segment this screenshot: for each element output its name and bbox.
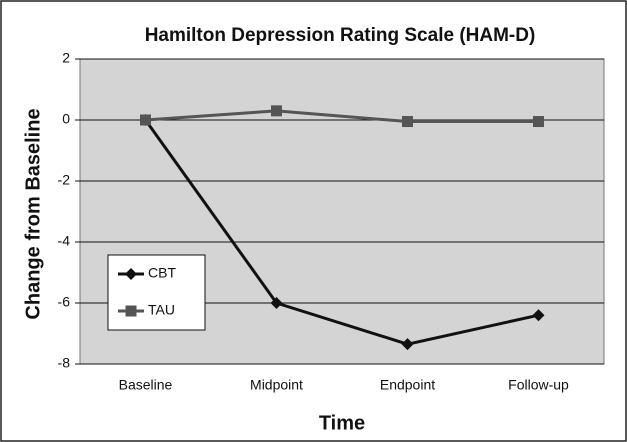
marker [125,268,137,280]
y-axis-title: Change from Baseline [22,108,44,319]
marker [402,116,413,128]
x-tick-label: Follow-up [508,377,569,393]
x-tick-label: Endpoint [380,377,435,393]
y-tick-label: -6 [58,294,71,310]
chart-title: Hamilton Depression Rating Scale (HAM-D) [145,25,536,46]
marker [270,297,283,309]
marker [401,338,414,351]
marker [533,116,544,128]
x-tick-label: Midpoint [250,377,303,393]
y-tick-label: -2 [58,172,71,188]
series-line [145,109,539,124]
series-line [144,119,539,346]
marker [140,114,151,126]
legend-box [107,254,206,331]
y-tick-label: 2 [62,50,70,66]
legend-label: TAU [148,302,175,318]
marker [271,105,282,117]
marker [125,305,137,317]
x-axis-title: Time [319,412,365,434]
y-tick-label: -4 [58,233,71,249]
x-tick-label: Baseline [119,377,173,393]
marker [532,309,545,322]
y-tick-label: -8 [58,355,71,371]
legend-label: CBT [148,265,176,281]
y-tick-label: 0 [62,111,70,127]
